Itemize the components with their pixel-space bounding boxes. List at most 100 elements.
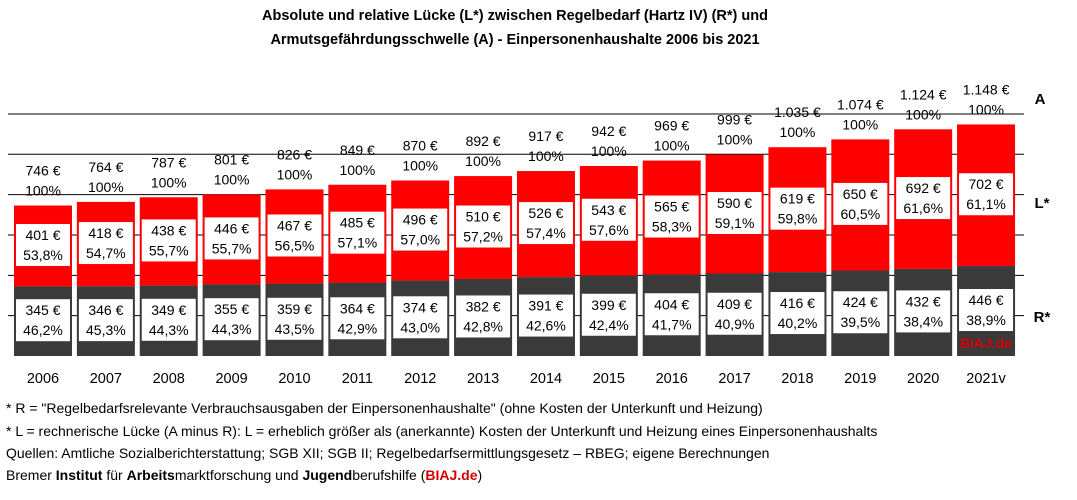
l-value-label-2010: 467 €: [277, 217, 312, 233]
l-value-label-2012: 496 €: [403, 212, 438, 228]
r-value-label-2008: 349 €: [151, 302, 186, 318]
a-value-label-2011: 849 €: [340, 142, 375, 158]
footnote-publisher: Bremer Institut für Arbeitsmarktforschun…: [6, 467, 482, 483]
r-value-label-2016: 404 €: [654, 296, 689, 312]
l-value-label-2021v: 702 €: [969, 176, 1004, 192]
r-value-label-2021v: 446 €: [969, 292, 1004, 308]
r-value-label-2019: 424 €: [843, 294, 878, 310]
a-value-label-2012: 870 €: [403, 138, 438, 154]
r-pct-label-2013: 42,8%: [463, 318, 503, 334]
l-pct-label-2015: 57,6%: [589, 222, 629, 238]
r-value-label-2012: 374 €: [403, 299, 438, 315]
l-value-label-2020: 692 €: [906, 180, 941, 196]
r-label-box-2018: [770, 292, 825, 335]
footnote-l-definition: * L = rechnerische Lücke (A minus R): L …: [6, 423, 878, 439]
r-value-label-2009: 355 €: [214, 301, 249, 317]
r-label-box-2008: [141, 298, 196, 341]
l-label-box-2015: [581, 198, 636, 241]
x-tick-2015: 2015: [593, 371, 625, 387]
l-value-label-2019: 650 €: [843, 186, 878, 202]
r-pct-label-2011: 42,9%: [337, 320, 377, 336]
a-pct-label-2006: 100%: [25, 183, 61, 199]
a-pct-label-2017: 100%: [717, 132, 753, 148]
r-pct-label-2010: 43,5%: [275, 321, 315, 337]
publisher-bold-3: Jugend: [302, 467, 353, 483]
r-value-label-2017: 409 €: [717, 296, 752, 312]
x-tick-2021v: 2021v: [966, 371, 1006, 387]
publisher-text-3: marktforschung und: [174, 467, 303, 483]
x-tick-2008: 2008: [153, 371, 185, 387]
a-value-label-2019: 1.074 €: [837, 96, 884, 112]
a-pct-label-2010: 100%: [277, 166, 313, 182]
r-label-box-2017: [707, 292, 762, 335]
l-pct-label-2009: 55,7%: [212, 240, 252, 256]
x-tick-2020: 2020: [907, 371, 939, 387]
l-pct-label-2016: 58,3%: [652, 219, 692, 235]
a-pct-label-2012: 100%: [402, 158, 438, 174]
l-value-label-2006: 401 €: [25, 227, 60, 243]
l-label-box-2016: [644, 195, 699, 238]
l-label-box-2007: [78, 222, 133, 265]
l-value-label-2008: 438 €: [151, 222, 186, 238]
l-value-label-2016: 565 €: [654, 199, 689, 215]
a-value-label-2016: 969 €: [654, 118, 689, 134]
r-label-box-2009: [204, 298, 259, 341]
l-value-label-2017: 590 €: [717, 195, 752, 211]
publisher-brand-link[interactable]: BIAJ.de: [425, 467, 478, 483]
x-tick-2014: 2014: [530, 371, 562, 387]
a-pct-label-2015: 100%: [591, 143, 627, 159]
a-pct-label-2020: 100%: [905, 106, 941, 122]
r-label-box-2015: [581, 293, 636, 336]
a-pct-label-2021v: 100%: [968, 101, 1004, 117]
a-value-label-2021v: 1.148 €: [963, 81, 1010, 97]
a-pct-label-2007: 100%: [88, 179, 124, 195]
side-label-r: R*: [1034, 309, 1051, 326]
r-value-label-2014: 391 €: [528, 298, 563, 314]
a-value-label-2020: 1.124 €: [900, 86, 947, 102]
r-pct-label-2006: 46,2%: [23, 322, 63, 338]
footnote-sources: Quellen: Amtliche Sozialberichterstattun…: [6, 445, 770, 461]
r-label-box-2006: [16, 299, 70, 342]
l-value-label-2014: 526 €: [528, 205, 563, 221]
l-label-box-2006: [16, 223, 70, 266]
r-pct-label-2008: 44,3%: [149, 322, 189, 338]
l-label-box-2008: [141, 219, 196, 262]
r-pct-label-2018: 40,2%: [778, 315, 818, 331]
side-label-l: L*: [1035, 195, 1050, 212]
a-pct-label-2011: 100%: [339, 162, 375, 178]
x-tick-2018: 2018: [781, 371, 813, 387]
x-tick-2007: 2007: [90, 371, 122, 387]
r-pct-label-2017: 40,9%: [715, 316, 755, 332]
l-label-box-2014: [518, 202, 573, 245]
publisher-text-4: berufshilfe (: [352, 467, 426, 483]
a-pct-label-2014: 100%: [528, 148, 564, 164]
l-label-box-2013: [456, 205, 511, 248]
l-value-label-2011: 485 €: [340, 215, 375, 231]
r-value-label-2010: 359 €: [277, 301, 312, 317]
l-value-label-2018: 619 €: [780, 191, 815, 207]
l-pct-label-2006: 53,8%: [23, 247, 63, 263]
l-pct-label-2007: 54,7%: [86, 245, 126, 261]
l-label-box-2021v: [959, 173, 1014, 216]
l-label-box-2012: [393, 208, 448, 251]
publisher-bold-2: Arbeits: [126, 467, 175, 483]
a-value-label-2009: 801 €: [214, 151, 249, 167]
l-pct-label-2011: 57,1%: [337, 235, 377, 251]
a-pct-label-2016: 100%: [654, 138, 690, 154]
r-label-box-2020: [896, 290, 951, 333]
r-pct-label-2020: 38,4%: [903, 313, 943, 329]
x-tick-2009: 2009: [215, 371, 247, 387]
r-label-box-2016: [644, 293, 699, 336]
r-value-label-2018: 416 €: [780, 295, 815, 311]
r-label-box-2014: [518, 294, 573, 337]
r-value-label-2020: 432 €: [906, 293, 941, 309]
l-value-label-2009: 446 €: [214, 220, 249, 236]
a-pct-label-2019: 100%: [842, 116, 878, 132]
r-label-box-2007: [78, 299, 133, 342]
chart-title-line-1: Absolute und relative Lücke (L*) zwische…: [262, 8, 768, 24]
publisher-bold-1: Institut: [55, 467, 103, 483]
l-pct-label-2018: 59,8%: [778, 211, 818, 227]
l-pct-label-2019: 60,5%: [840, 206, 880, 222]
l-label-box-2017: [707, 192, 762, 235]
x-tick-2013: 2013: [467, 371, 499, 387]
